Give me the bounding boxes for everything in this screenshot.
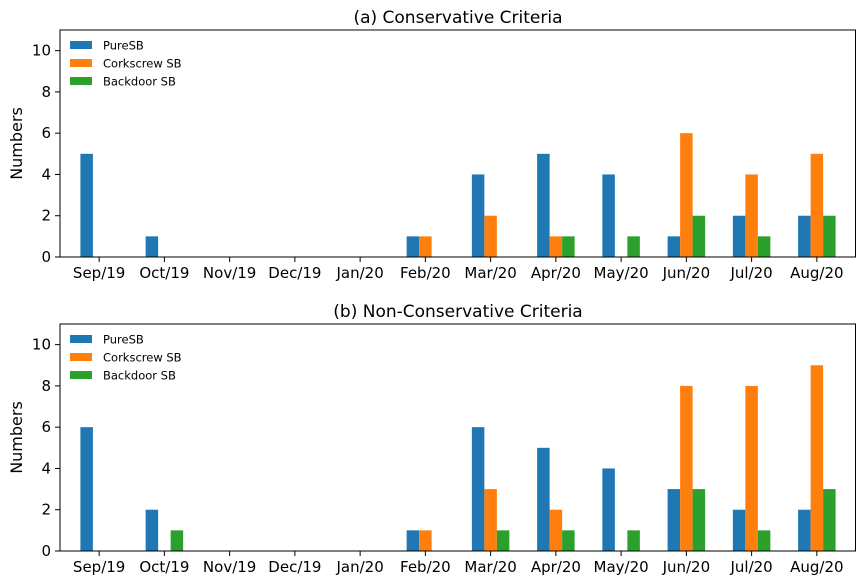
legend-swatch: [70, 335, 92, 343]
x-tick-label: Jan/20: [335, 558, 383, 576]
bar-puresb-apr-20: [537, 447, 550, 551]
bar-corkscrew-sb-feb-20: [419, 530, 432, 551]
x-tick-label: Mar/20: [464, 264, 516, 282]
x-tick-label: Apr/20: [531, 264, 581, 282]
legend: PureSB Corkscrew SB Backdoor SB: [70, 39, 182, 89]
legend-label: Backdoor SB: [103, 75, 176, 89]
bar-backdoor-sb-aug-20: [823, 489, 836, 551]
y-tick-label: 10: [32, 336, 51, 354]
bar-puresb-sep-19: [80, 153, 93, 257]
bar-corkscrew-sb-mar-20: [484, 489, 497, 551]
bar-backdoor-sb-may-20: [627, 530, 640, 551]
bar-puresb-may-20: [602, 468, 615, 551]
legend-label: PureSB: [103, 333, 144, 347]
bar-puresb-may-20: [602, 174, 615, 257]
legend-label: Backdoor SB: [103, 369, 176, 383]
bar-corkscrew-sb-aug-20: [810, 153, 824, 257]
legend-swatch: [70, 41, 92, 49]
x-tick-label: Jun/20: [662, 558, 711, 576]
bar-corkscrew-sb-aug-20: [810, 365, 824, 551]
bar-puresb-feb-20: [406, 530, 420, 551]
y-axis-label: Numbers: [7, 107, 26, 180]
x-tick-label: Apr/20: [531, 558, 581, 576]
bar-backdoor-sb-may-20: [627, 236, 640, 257]
bar-corkscrew-sb-apr-20: [549, 236, 563, 257]
y-tick-label: 6: [41, 124, 51, 142]
legend: PureSB Corkscrew SB Backdoor SB: [70, 333, 182, 383]
bar-puresb-jul-20: [732, 509, 746, 551]
bar-backdoor-sb-mar-20: [496, 530, 510, 551]
bar-puresb-mar-20: [471, 427, 485, 551]
y-tick-label: 8: [41, 377, 51, 395]
y-tick-label: 8: [41, 83, 51, 101]
y-axis-label: Numbers: [7, 401, 26, 474]
legend-label: Corkscrew SB: [103, 57, 182, 71]
bar-puresb-jun-20: [667, 489, 681, 551]
x-tick-label: Nov/19: [203, 264, 256, 282]
x-tick-label: Dec/19: [268, 264, 321, 282]
chart-title: (b) Non-Conservative Criteria: [333, 302, 582, 322]
bar-puresb-aug-20: [798, 509, 811, 551]
x-tick-label: Jul/20: [729, 558, 772, 576]
y-tick-label: 10: [32, 42, 51, 60]
x-tick-label: Nov/19: [203, 558, 256, 576]
x-tick-label: Aug/20: [790, 558, 843, 576]
x-tick-label: Jun/20: [662, 264, 711, 282]
bar-backdoor-sb-jul-20: [757, 530, 771, 551]
bar-corkscrew-sb-jul-20: [745, 385, 758, 551]
y-tick-label: 2: [41, 501, 51, 519]
bar-backdoor-sb-apr-20: [562, 530, 575, 551]
bar-backdoor-sb-jun-20: [692, 489, 706, 551]
x-tick-label: Dec/19: [268, 558, 321, 576]
bar-corkscrew-sb-feb-20: [419, 236, 432, 257]
legend-swatch: [70, 59, 92, 67]
bar-puresb-aug-20: [798, 215, 811, 257]
legend-swatch: [70, 353, 92, 361]
bar-puresb-oct-19: [145, 236, 159, 257]
legend-label: Corkscrew SB: [103, 351, 182, 365]
y-tick-label: 4: [41, 459, 51, 477]
y-tick-label: 0: [41, 542, 51, 560]
x-tick-label: Sep/19: [73, 264, 125, 282]
bar-puresb-feb-20: [406, 236, 420, 257]
chart-b: (b) Non-Conservative Criteria 0 2 4 6 8 10 Sep/…: [7, 302, 856, 576]
y-tick-label: 2: [41, 207, 51, 225]
x-tick-label: Oct/19: [139, 558, 189, 576]
bar-puresb-oct-19: [145, 509, 159, 551]
x-tick-label: Jul/20: [729, 264, 772, 282]
chart-a: (a) Conservative Criteria 0 2 4 6 8 10 Sep/19 Oc…: [7, 8, 856, 282]
bar-corkscrew-sb-apr-20: [549, 509, 563, 551]
x-tick-label: Oct/19: [139, 264, 189, 282]
bar-puresb-jul-20: [732, 215, 746, 257]
bar-corkscrew-sb-jun-20: [680, 133, 693, 257]
bar-corkscrew-sb-jul-20: [745, 174, 758, 257]
x-tick-label: Feb/20: [400, 558, 451, 576]
bar-corkscrew-sb-jun-20: [680, 385, 693, 551]
bar-backdoor-sb-oct-19: [170, 530, 184, 551]
x-tick-label: Feb/20: [400, 264, 451, 282]
bar-puresb-sep-19: [80, 427, 93, 551]
x-tick-label: Aug/20: [790, 264, 843, 282]
x-tick-label: Sep/19: [73, 558, 125, 576]
x-tick-label: May/20: [594, 558, 649, 576]
y-tick-label: 0: [41, 248, 51, 266]
y-tick-label: 4: [41, 165, 51, 183]
bar-backdoor-sb-jul-20: [757, 236, 771, 257]
legend-swatch: [70, 77, 92, 85]
legend-swatch: [70, 371, 92, 379]
bar-backdoor-sb-jun-20: [692, 215, 706, 257]
bar-backdoor-sb-aug-20: [823, 215, 836, 257]
bar-puresb-mar-20: [471, 174, 485, 257]
bar-puresb-jun-20: [667, 236, 681, 257]
x-tick-label: May/20: [594, 264, 649, 282]
x-tick-label: Mar/20: [464, 558, 516, 576]
bar-puresb-apr-20: [537, 153, 550, 257]
y-tick-label: 6: [41, 418, 51, 436]
x-tick-label: Jan/20: [335, 264, 383, 282]
bar-corkscrew-sb-mar-20: [484, 215, 497, 257]
chart-title: (a) Conservative Criteria: [353, 8, 562, 28]
bar-backdoor-sb-apr-20: [562, 236, 575, 257]
legend-label: PureSB: [103, 39, 144, 53]
